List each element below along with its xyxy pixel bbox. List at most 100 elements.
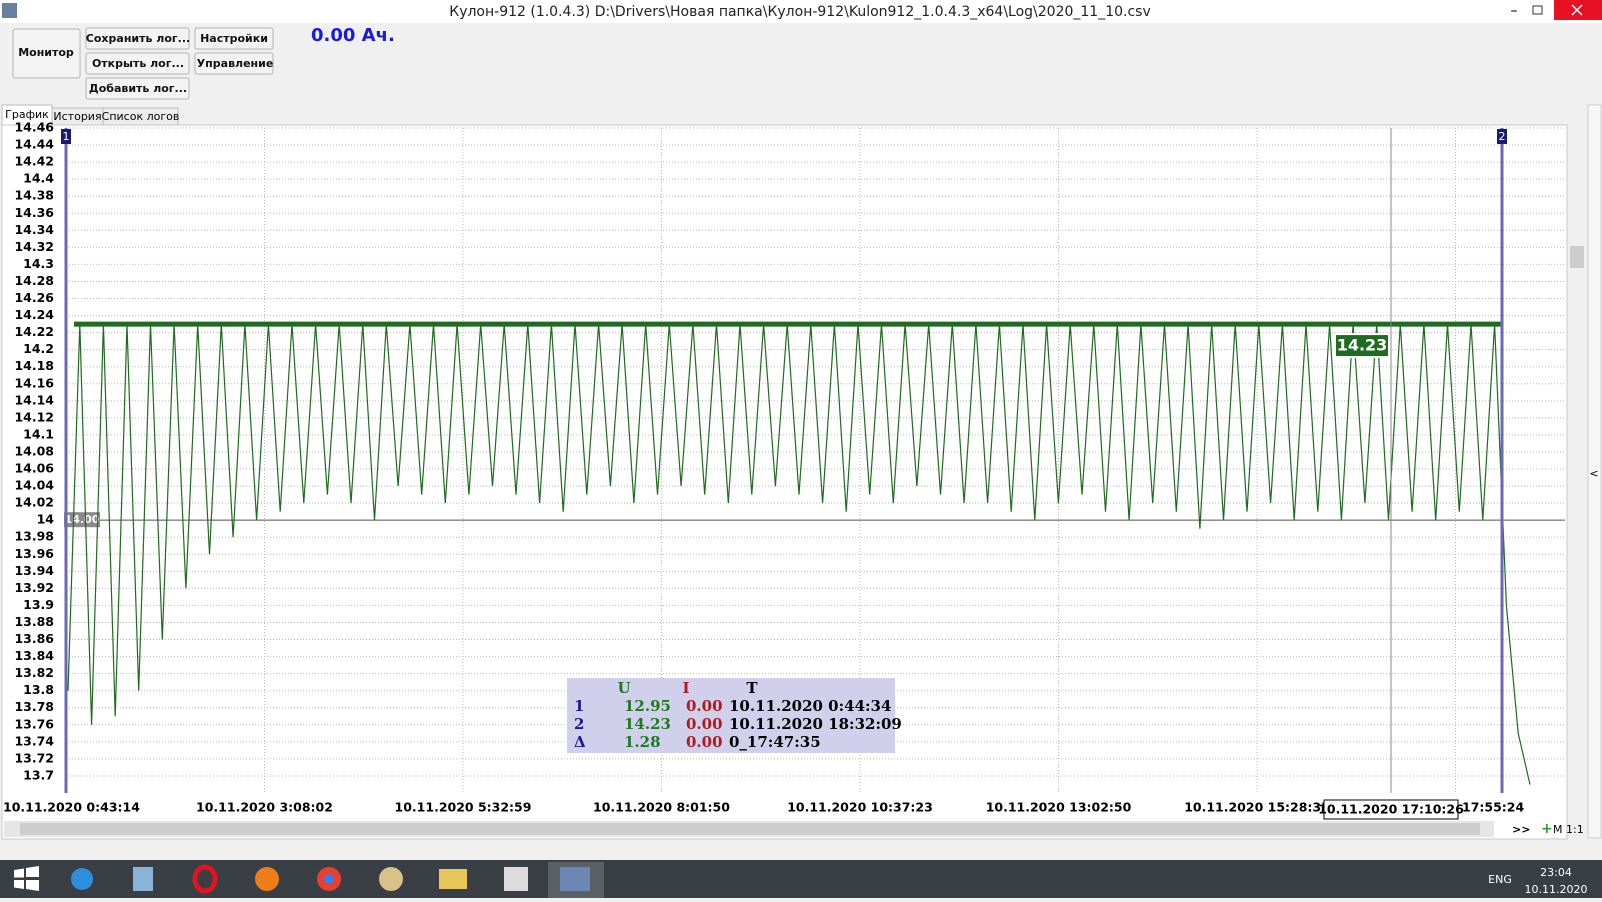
y-tick-label: 14.44 xyxy=(14,137,54,152)
y-tick-label: 13.94 xyxy=(14,563,54,578)
opera-icon[interactable] xyxy=(192,864,218,894)
fast-forward[interactable]: >> xyxy=(1512,823,1530,836)
y-tick-label: 13.86 xyxy=(14,631,54,646)
button-label: Настройки xyxy=(200,32,268,45)
language[interactable]: ENG xyxy=(1488,873,1512,886)
y-tick-label: 14.42 xyxy=(14,154,54,169)
open-log-button[interactable] xyxy=(85,52,190,75)
ie-icon[interactable] xyxy=(71,868,93,890)
cursor-readout: U I T 1 12.95 0.00 10.11.2020 0:44:34 2 14.23 0.0… xyxy=(567,678,902,753)
y-tick-label: 13.84 xyxy=(14,648,54,663)
minimize[interactable]: – xyxy=(1511,3,1518,19)
y-tick-label: 14.2 xyxy=(23,341,54,356)
y-tick-label: 13.98 xyxy=(14,529,54,544)
hover-label: 10.11.2020 17:10:26 xyxy=(1318,802,1464,817)
readout-header: I xyxy=(682,679,689,697)
y-tick-label: 13.76 xyxy=(14,716,54,731)
v-scroll-thumb[interactable] xyxy=(1570,246,1584,268)
value-flag xyxy=(1334,333,1390,359)
toolbar: Монитор Сохранить лог... Открыть лог... … xyxy=(12,25,395,100)
y-tick-label: 14.36 xyxy=(14,205,54,220)
y-tick-label: 14.1 xyxy=(23,426,54,441)
tab-label: История xyxy=(53,110,101,123)
side-arrow: < xyxy=(1589,467,1598,480)
kulon-icon xyxy=(560,867,590,891)
x-tick-label: 10.11.2020 15:28:35 xyxy=(1184,800,1330,815)
readout-header: T xyxy=(746,679,758,697)
explorer-icon[interactable] xyxy=(439,869,467,889)
button-label: Управление xyxy=(197,57,274,70)
save-log-button[interactable] xyxy=(85,27,190,50)
calculator-icon[interactable] xyxy=(133,867,153,891)
y-tick-label: 14.04 xyxy=(14,478,54,493)
x-tick-label: 10.11.2020 0:43:14 xyxy=(3,800,140,815)
chrome-center xyxy=(324,874,334,884)
close-icon xyxy=(1571,4,1583,16)
x-tick-label: 10.11.2020 10:37:23 xyxy=(787,800,933,815)
y-tick-label: 14.22 xyxy=(14,324,54,339)
settings-button[interactable] xyxy=(194,27,274,50)
readout-cell: 0.00 xyxy=(686,733,723,751)
taskbar xyxy=(0,860,1602,898)
y-tick-label: 14.02 xyxy=(14,495,54,510)
value-flag-label: 14.23 xyxy=(1337,336,1388,355)
zoom-in[interactable]: + xyxy=(1541,821,1553,837)
hover-box xyxy=(1323,799,1459,820)
y-tick-label: 13.74 xyxy=(14,733,54,748)
readout-cell: 1.28 xyxy=(624,733,661,751)
y-tick-label: 14.28 xyxy=(14,273,54,288)
y-tick-label: 14.26 xyxy=(14,290,54,305)
button-label: Добавить лог... xyxy=(89,82,187,95)
taskbar-icons xyxy=(14,862,604,898)
x-tick-label: 10.11.2020 13:02:50 xyxy=(986,800,1132,815)
readout-cell: 14.23 xyxy=(624,715,671,733)
y-tick-label: 14.34 xyxy=(14,222,54,237)
button-label: Сохранить лог... xyxy=(86,32,190,45)
y-tick-label: 13.82 xyxy=(14,665,54,680)
cursor-label: 2 xyxy=(1499,130,1506,143)
readout-cell: 0.00 xyxy=(686,715,723,733)
y-tick-label: 14.4 xyxy=(23,171,54,186)
paint-icon[interactable] xyxy=(379,867,403,891)
y-tick-label: 13.72 xyxy=(14,750,54,765)
y-tick-label: 13.9 xyxy=(23,597,54,612)
x-tick-label: 17:55:24 xyxy=(1462,800,1524,815)
readout-bg xyxy=(567,678,895,753)
title-bar xyxy=(0,0,1602,23)
readout-cell: 10.11.2020 18:32:09 xyxy=(729,715,902,733)
reference-label: 14.00 xyxy=(65,513,100,526)
y-tick-label: 14.32 xyxy=(14,239,54,254)
charge-readout: 0.00 Ач. xyxy=(311,25,395,46)
clock-date[interactable]: 10.11.2020 xyxy=(1525,883,1588,896)
control-button[interactable] xyxy=(194,52,274,75)
readout-header: U xyxy=(617,679,630,697)
y-tick-label: 14.12 xyxy=(14,409,54,424)
y-tick-label: 13.92 xyxy=(14,580,54,595)
add-log-button[interactable] xyxy=(85,77,190,100)
y-tick-label: 13.7 xyxy=(23,767,54,782)
y-tick-label: 14.06 xyxy=(14,461,54,476)
y-tick-label: 14.08 xyxy=(14,443,54,458)
y-tick-label: 14.38 xyxy=(14,188,54,203)
v-scrollbar[interactable] xyxy=(1569,128,1585,793)
app-icon-3d[interactable] xyxy=(504,867,528,891)
maximize[interactable] xyxy=(1532,5,1543,15)
plot: 13.7 13.72 13.74 13.76 13.78 13.8 13.82 13.84 13… xyxy=(3,120,1565,820)
y-tick-label: 13.78 xyxy=(14,699,54,714)
readout-cell: 1 xyxy=(574,697,584,715)
side-panel-toggle[interactable] xyxy=(1587,104,1602,839)
monitor-button[interactable] xyxy=(12,28,81,79)
y-tick-label: 14.24 xyxy=(14,307,54,322)
x-tick-label: 10.11.2020 8:01:50 xyxy=(593,800,730,815)
start-button[interactable] xyxy=(14,866,39,891)
scale-indicator: M 1:1 xyxy=(1553,823,1584,836)
y-tick-label: 14.46 xyxy=(14,120,54,135)
tab-strip: График История Список логов xyxy=(1,104,179,126)
app-icon xyxy=(2,3,17,18)
series-line xyxy=(67,324,1531,785)
clock-time[interactable]: 23:04 xyxy=(1540,866,1572,879)
firefox-icon[interactable] xyxy=(255,867,279,891)
h-scroll-thumb[interactable] xyxy=(20,823,1480,835)
y-tick-label: 13.88 xyxy=(14,614,54,629)
